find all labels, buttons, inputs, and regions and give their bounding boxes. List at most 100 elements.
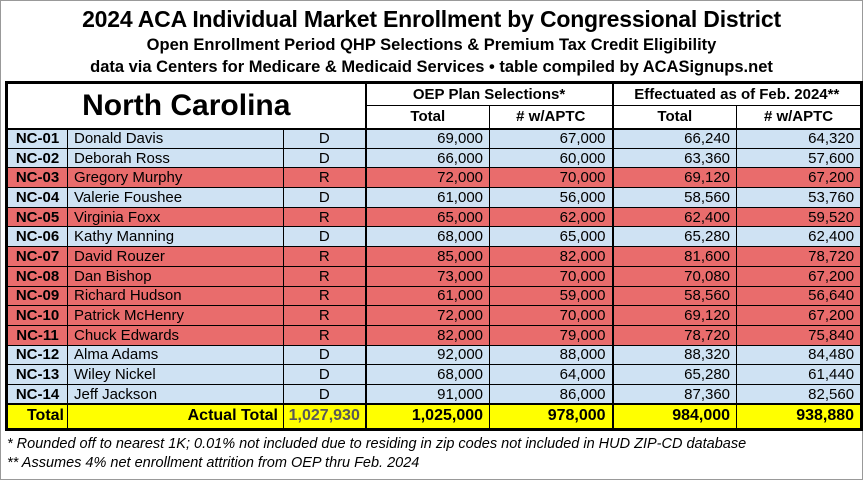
eff-total-cell: 62,400 [611,206,738,228]
oep-aptc-header: # w/APTC [489,105,614,129]
representative-cell: Jeff Jackson [67,383,284,405]
oep-aptc-cell: 56,000 [489,187,614,208]
party-cell: D [282,344,367,366]
title-block: 2024 ACA Individual Market Enrollment by… [1,1,862,78]
oep-aptc-cell: 70,000 [489,305,614,326]
source-line: data via Centers for Medicare & Medicaid… [90,58,773,76]
representative-cell: Donald Davis [67,128,284,149]
representative-cell: Deborah Ross [67,147,284,169]
table-row: NC-08 Dan Bishop R 73,000 70,000 70,080 67,200 [6,265,863,287]
table-row: NC-06 Kathy Manning D 68,000 65,000 65,280 62,… [6,226,863,248]
representative-cell: Dan Bishop [67,265,284,287]
enrollment-table: North Carolina OEP Plan Selections* Effe… [5,81,863,431]
oep-aptc-cell: 64,000 [489,364,614,385]
footnote-attrition: ** Assumes 4% net enrollment attrition f… [7,454,420,471]
oep-aptc-cell: 67,000 [489,128,614,149]
representative-cell: Wiley Nickel [67,364,284,385]
total-label: Total [6,403,68,430]
page-subtitle: Open Enrollment Period QHP Selections & … [146,36,717,54]
oep-aptc-cell: 59,000 [489,285,614,307]
table-row: NC-12 Alma Adams D 92,000 88,000 88,320 84,480 [6,344,863,366]
district-cell: NC-14 [6,383,68,405]
party-cell: D [282,364,367,385]
district-cell: NC-03 [6,167,68,189]
oep-aptc-cell: 82,000 [489,246,614,267]
representative-cell: Valerie Foushee [67,187,284,208]
party-cell: D [282,226,367,248]
district-cell: NC-08 [6,265,68,287]
table-row: NC-03 Gregory Murphy R 72,000 70,000 69,120 67… [6,167,863,189]
eff-total-cell: 78,720 [611,324,738,346]
total-row: Total Actual Total 1,027,930 1,025,000 9… [6,403,863,430]
district-cell: NC-11 [6,324,68,346]
party-cell: R [282,167,367,189]
footnotes: * Rounded off to nearest 1K; 0.01% not i… [7,435,862,473]
oep-group-header: OEP Plan Selections* [364,82,614,106]
party-cell: R [282,265,367,287]
eff-total-cell: 58,560 [611,187,738,208]
district-cell: NC-01 [6,128,68,149]
total-eff-aptc: 938,880 [736,403,863,430]
eff-aptc-cell: 64,320 [736,128,863,149]
table-row: NC-13 Wiley Nickel D 68,000 64,000 65,280 61,4… [6,364,863,385]
eff-total-cell: 70,080 [611,265,738,287]
oep-aptc-cell: 70,000 [489,265,614,287]
oep-total-cell: 65,000 [364,206,491,228]
oep-total-cell: 72,000 [364,305,491,326]
footnote-rounding: * Rounded off to nearest 1K; 0.01% not i… [7,435,747,452]
eff-total-cell: 81,600 [611,246,738,267]
table-row: NC-14 Jeff Jackson D 91,000 86,000 87,360 82,5… [6,383,863,405]
table-row: NC-05 Virginia Foxx R 65,000 62,000 62,400 59,… [6,206,863,228]
district-rows: NC-01 Donald Davis D 69,000 67,000 66,240 64,3… [6,128,863,405]
eff-total-cell: 65,280 [611,226,738,248]
eff-total-cell: 88,320 [611,344,738,366]
eff-total-cell: 65,280 [611,364,738,385]
eff-aptc-cell: 78,720 [736,246,863,267]
district-cell: NC-07 [6,246,68,267]
oep-total-cell: 66,000 [364,147,491,169]
party-cell: R [282,285,367,307]
eff-total-cell: 69,120 [611,167,738,189]
page-title: 2024 ACA Individual Market Enrollment by… [82,6,781,32]
oep-total-cell: 85,000 [364,246,491,267]
district-cell: NC-05 [6,206,68,228]
oep-aptc-cell: 86,000 [489,383,614,405]
eff-aptc-cell: 67,200 [736,305,863,326]
representative-cell: Alma Adams [67,344,284,366]
eff-aptc-cell: 57,600 [736,147,863,169]
eff-total-cell: 58,560 [611,285,738,307]
table-row: NC-01 Donald Davis D 69,000 67,000 66,240 64,3… [6,128,863,149]
oep-aptc-cell: 65,000 [489,226,614,248]
oep-total-cell: 73,000 [364,265,491,287]
eff-aptc-header: # w/APTC [736,105,863,129]
eff-aptc-cell: 62,400 [736,226,863,248]
party-cell: D [282,147,367,169]
oep-total-cell: 61,000 [364,285,491,307]
district-cell: NC-02 [6,147,68,169]
party-cell: R [282,305,367,326]
district-cell: NC-06 [6,226,68,248]
oep-total-cell: 91,000 [364,383,491,405]
oep-total-cell: 68,000 [364,364,491,385]
eff-aptc-cell: 67,200 [736,265,863,287]
party-cell: D [282,383,367,405]
eff-total-header: Total [611,105,738,129]
eff-aptc-cell: 56,640 [736,285,863,307]
representative-cell: Kathy Manning [67,226,284,248]
eff-total-cell: 87,360 [611,383,738,405]
actual-total-label: Actual Total [67,403,284,430]
eff-aptc-cell: 59,520 [736,206,863,228]
table-row: NC-02 Deborah Ross D 66,000 60,000 63,360 57,6… [6,147,863,169]
representative-cell: Richard Hudson [67,285,284,307]
total-oep-total: 1,025,000 [364,403,491,430]
party-cell: D [282,128,367,149]
party-cell: D [282,187,367,208]
district-cell: NC-13 [6,364,68,385]
table-row: NC-07 David Rouzer R 85,000 82,000 81,600 78,7… [6,246,863,267]
representative-cell: Patrick McHenry [67,305,284,326]
representative-cell: Virginia Foxx [67,206,284,228]
oep-total-cell: 61,000 [364,187,491,208]
table-row: NC-11 Chuck Edwards R 82,000 79,000 78,720 75,… [6,324,863,346]
oep-total-header: Total [364,105,491,129]
